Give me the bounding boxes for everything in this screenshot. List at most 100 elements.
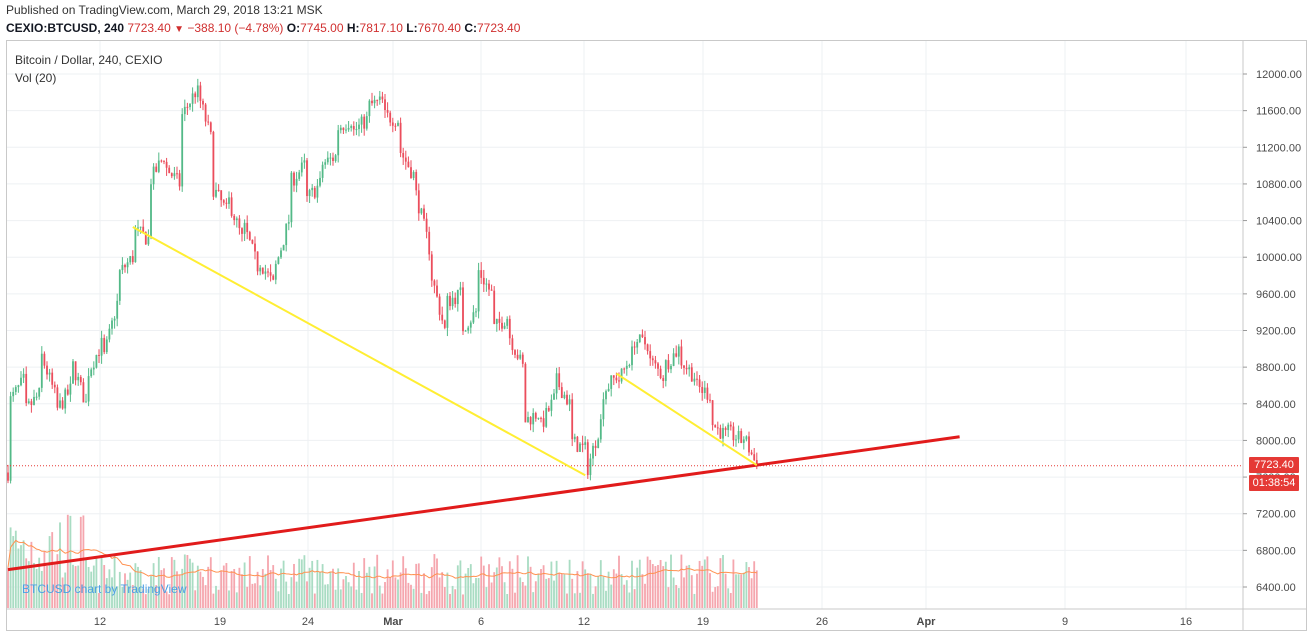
x-tick-label: 9	[1062, 616, 1068, 628]
volume-bar	[423, 573, 425, 608]
volume-ma-line	[7, 539, 757, 579]
low-value: 7670.40	[417, 21, 461, 35]
candle-body	[397, 122, 399, 126]
candle-body	[215, 189, 217, 197]
candle-body	[347, 127, 350, 130]
candle-body	[371, 100, 373, 104]
candle-body	[38, 387, 41, 397]
volume-bar	[269, 570, 272, 608]
candle-body	[111, 320, 113, 329]
volume-bar	[209, 557, 212, 608]
volume-bar	[417, 563, 420, 608]
x-tick-label: Mar	[383, 616, 403, 628]
volume-bar	[636, 567, 639, 608]
volume-bar	[727, 588, 730, 608]
volume-bar	[386, 569, 389, 608]
candle-body	[430, 254, 433, 281]
volume-bar	[235, 592, 238, 608]
series-legend[interactable]: Bitcoin / Dollar, 240, CEXIO	[15, 53, 163, 67]
candle-body	[61, 400, 64, 409]
volume-bar	[490, 582, 493, 608]
volume-bar	[87, 566, 90, 608]
volume-bar	[339, 589, 342, 608]
volume-bar	[61, 577, 64, 608]
candle-body	[51, 372, 54, 385]
candle-body	[345, 129, 347, 131]
candle-body	[581, 443, 584, 445]
volume-bar	[300, 559, 303, 608]
candle-body	[724, 427, 727, 431]
candle-body	[599, 419, 602, 440]
volume-bar	[527, 556, 529, 608]
candle-body	[326, 157, 329, 163]
volume-bar	[248, 556, 251, 608]
candle-body	[592, 445, 594, 459]
volume-legend[interactable]: Vol (20)	[15, 71, 57, 85]
candle-body	[77, 376, 80, 381]
volume-bar	[285, 581, 288, 608]
volume-bar	[77, 565, 80, 608]
candle-body	[745, 436, 748, 440]
volume-bar	[755, 570, 758, 608]
volume-bar	[498, 557, 501, 608]
candle-body	[306, 160, 308, 197]
volume-bar	[404, 568, 407, 608]
candle-body	[428, 231, 431, 255]
candle-body	[269, 272, 272, 276]
candle-body	[207, 121, 210, 123]
drawn-lines	[7, 226, 960, 572]
candle-body	[134, 228, 137, 263]
volume-bar	[230, 570, 233, 608]
candle-body	[719, 427, 722, 439]
volume-bar	[441, 572, 444, 608]
volume-bar	[345, 575, 347, 608]
volume-bar	[360, 592, 363, 608]
candle-body	[750, 452, 753, 455]
candle-body	[384, 99, 386, 111]
volume-bar	[753, 561, 756, 608]
candle-body	[404, 157, 407, 162]
volume-bar	[27, 561, 30, 608]
volume-bar	[480, 556, 483, 608]
y-tick-label: 10400.00	[1256, 216, 1302, 228]
low-label: L:	[406, 21, 418, 35]
volume-bar	[337, 568, 340, 608]
volume-bar	[233, 569, 236, 608]
candle-body	[451, 297, 454, 307]
volume-bar	[191, 562, 194, 608]
candle-body	[571, 399, 574, 440]
candle-body	[290, 172, 293, 223]
candle-body	[176, 173, 178, 175]
y-tick-label: 10800.00	[1256, 179, 1302, 191]
candle-body	[126, 262, 129, 268]
candle-body	[501, 322, 503, 329]
volume-bar	[20, 545, 22, 608]
candle-body	[415, 172, 418, 191]
candle-body	[615, 377, 618, 381]
candle-body	[92, 367, 95, 370]
candle-body	[423, 208, 425, 219]
candle-body	[256, 251, 259, 272]
candle-body	[677, 346, 680, 357]
candle-body	[204, 104, 207, 122]
volume-bar	[683, 577, 685, 608]
high-value: 7817.10	[359, 21, 403, 35]
candle-body	[446, 295, 449, 328]
x-tick-label: 24	[302, 616, 314, 628]
candle-body	[558, 373, 561, 388]
volume-bar	[667, 587, 670, 608]
candle-body	[137, 227, 139, 229]
volume-bar	[724, 573, 727, 608]
volume-bar	[618, 555, 620, 608]
volume-bar	[313, 593, 316, 608]
candle-body	[475, 311, 477, 313]
candle-body	[25, 373, 28, 404]
volume-bar	[576, 571, 579, 608]
volume-bar	[189, 558, 191, 608]
volume-bar	[358, 571, 360, 608]
candle-body	[420, 208, 423, 214]
candle-body	[607, 388, 610, 392]
candle-body	[735, 439, 737, 441]
volume-bar	[547, 578, 550, 608]
